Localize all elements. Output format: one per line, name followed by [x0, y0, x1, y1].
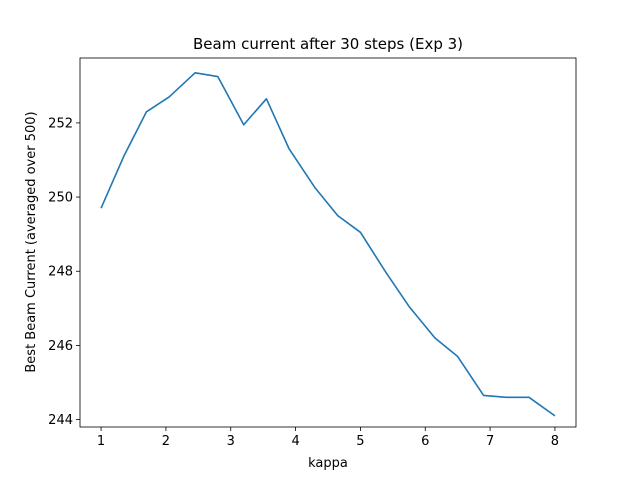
y-tick-label: 250 [48, 191, 73, 206]
x-tick-label: 7 [486, 434, 494, 449]
x-tick-label: 2 [162, 434, 170, 449]
y-axis-label: Best Beam Current (averaged over 500) [24, 111, 39, 372]
y-tick-label: 244 [48, 413, 73, 428]
x-tick-label: 6 [421, 434, 429, 449]
plot-area: 1 2 3 4 5 6 7 8 244 246 248 250 252 [48, 57, 577, 449]
y-tick-label: 252 [48, 116, 73, 131]
plot-frame [79, 57, 577, 428]
x-tick-label: 1 [97, 434, 105, 449]
y-tick-label: 246 [48, 339, 73, 354]
x-tick-label: 5 [356, 434, 364, 449]
x-tick-label: 4 [291, 434, 299, 449]
x-axis-label: kappa [308, 456, 348, 471]
chart-title: Beam current after 30 steps (Exp 3) [193, 35, 463, 53]
y-tick-label: 248 [48, 265, 73, 280]
series-line [100, 72, 556, 417]
x-tick-label: 8 [551, 434, 559, 449]
x-tick-label: 3 [227, 434, 235, 449]
